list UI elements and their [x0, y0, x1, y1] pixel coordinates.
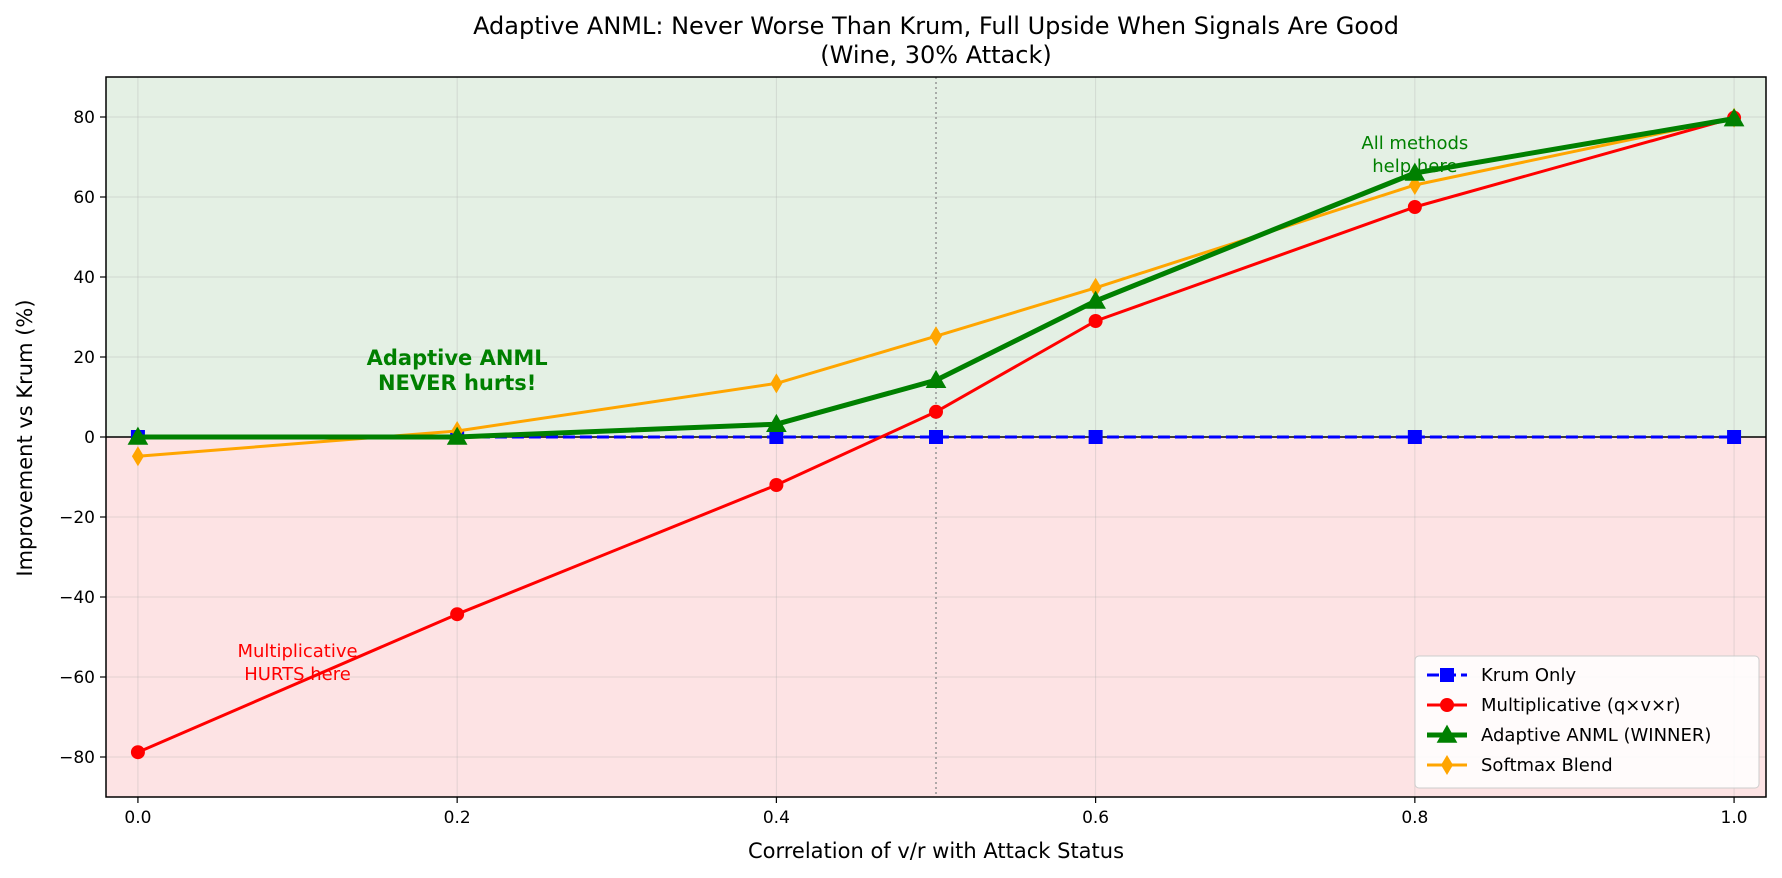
data-point — [930, 326, 942, 347]
legend-item: Softmax Blend — [1427, 755, 1613, 776]
data-point — [1440, 668, 1454, 682]
y-tick-label: 60 — [73, 188, 95, 208]
legend-item: Multiplicative (q×v×r) — [1427, 695, 1681, 716]
chart-subtitle: (Wine, 30% Attack) — [820, 41, 1051, 69]
annotation-line: Multiplicative — [237, 641, 357, 662]
annotation-1: Multiplicative HURTS here — [237, 641, 357, 685]
legend-item: Krum Only — [1427, 665, 1576, 686]
legend: Krum Only Multiplicative (q×v×r) Adaptive … — [1414, 655, 1760, 789]
data-point — [770, 373, 783, 394]
data-point — [1404, 162, 1426, 181]
data-point — [929, 430, 943, 444]
y-tick-label: 40 — [73, 268, 95, 288]
annotation-line: help here — [1372, 156, 1457, 177]
data-point — [1089, 277, 1102, 298]
data-point — [450, 607, 465, 622]
x-tick-label: 0.6 — [1082, 808, 1109, 828]
data-point — [1440, 698, 1454, 712]
data-point — [925, 369, 947, 388]
data-point — [1723, 108, 1745, 127]
y-tick-label: 20 — [73, 348, 95, 368]
chart-title: Adaptive ANML: Never Worse Than Krum, Fu… — [473, 12, 1399, 40]
y-axis-label: Improvement vs Krum (%) — [13, 299, 37, 576]
data-point — [130, 745, 145, 760]
x-tick-label: 0.4 — [763, 808, 790, 828]
data-point — [766, 413, 787, 432]
legend-box — [1414, 655, 1760, 789]
annotation-line: HURTS here — [244, 664, 351, 685]
legend-label: Softmax Blend — [1481, 755, 1613, 776]
y-tick-label: −80 — [59, 748, 95, 768]
annotation-line: Adaptive ANML — [367, 346, 548, 370]
annotation-line: NEVER hurts! — [378, 371, 536, 395]
axes: 0.0 0.2 0.4 0.6 0.8 1.0 −80 −60 −40 −20 0 20 40 60 80 — [59, 76, 1767, 828]
data-point — [769, 430, 784, 444]
data-point — [1436, 724, 1458, 743]
x-tick-label: 0.0 — [124, 808, 151, 828]
y-tick-label: −60 — [59, 668, 95, 688]
data-point — [1407, 200, 1422, 214]
annotation-0: Adaptive ANML NEVER hurts! — [367, 346, 548, 395]
data-point — [446, 426, 468, 445]
y-tick-label: 80 — [73, 108, 95, 128]
annotation-2: All methods help here — [1361, 133, 1468, 177]
y-tick-label: −40 — [59, 588, 95, 608]
data-point — [929, 404, 943, 419]
x-tick-label: 0.2 — [444, 808, 471, 828]
data-point — [1088, 314, 1103, 328]
annotation-line: All methods — [1361, 133, 1468, 154]
y-tick-label: −20 — [59, 508, 95, 528]
x-axis-label: Correlation of v/r with Attack Status — [748, 839, 1124, 863]
y-tick-label: 0 — [84, 428, 95, 448]
x-tick-label: 1.0 — [1721, 808, 1748, 828]
annotations: Adaptive ANML NEVER hurts! Multiplicative H… — [237, 133, 1468, 685]
x-tick-label: 0.8 — [1401, 808, 1428, 828]
legend-label: Krum Only — [1481, 665, 1576, 686]
data-point — [1088, 430, 1103, 444]
legend-item: Adaptive ANML (WINNER) — [1427, 724, 1711, 746]
legend-label: Adaptive ANML (WINNER) — [1481, 725, 1711, 746]
data-point — [127, 426, 149, 445]
data-point — [1407, 430, 1422, 444]
data-point — [1441, 755, 1453, 775]
series-layer — [127, 107, 1745, 760]
data-point — [1085, 290, 1106, 309]
data-point — [131, 446, 144, 467]
data-point — [769, 478, 784, 492]
series-2 — [127, 108, 1745, 445]
legend-label: Multiplicative (q×v×r) — [1481, 695, 1681, 716]
data-point — [1727, 430, 1742, 444]
